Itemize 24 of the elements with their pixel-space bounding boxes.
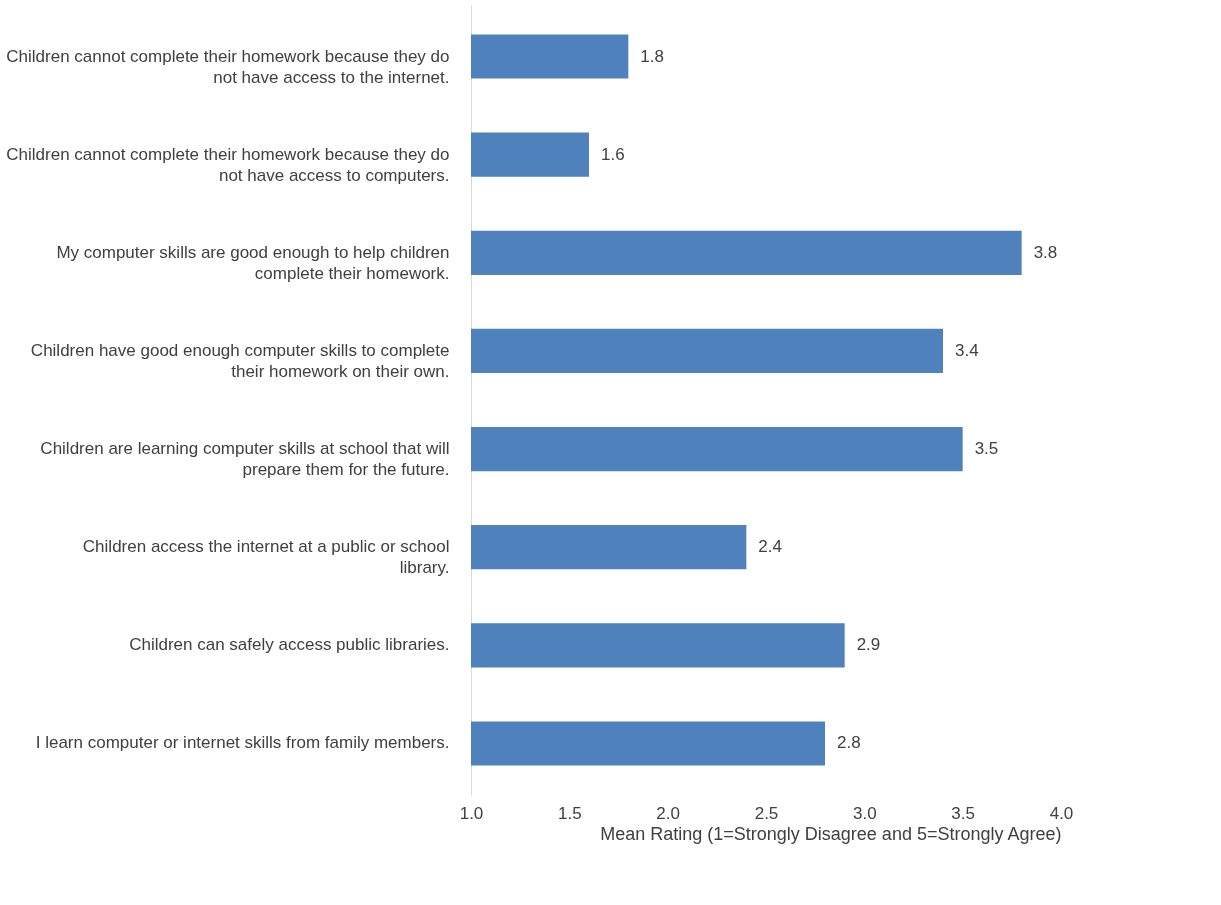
- x-tick-label: 2.5: [754, 803, 779, 823]
- data-label: 3.5: [974, 439, 999, 459]
- y-tick-label: Children have good enough computer skills to complete their homework on their own.: [30, 340, 450, 381]
- x-tick-label: 1.5: [558, 803, 582, 823]
- x-tick-label: 4.0: [1049, 803, 1074, 823]
- y-tick-label: Children access the internet at a public or school library.: [82, 537, 450, 578]
- x-tick-label: 1.0: [459, 803, 484, 823]
- x-axis-title: Mean Rating (1=Strongly Disagree and 5=Strongly Agree): [600, 823, 1062, 844]
- data-label: 3.8: [1033, 242, 1058, 262]
- data-label: 2.8: [837, 733, 861, 753]
- y-tick-label: Children cannot complete their homework because they do not have access to the internet.: [6, 46, 450, 87]
- y-tick-label: Children can safely access public libraries.: [129, 635, 450, 655]
- x-tick-label: 2.0: [656, 803, 680, 823]
- data-label: 3.4: [955, 340, 979, 360]
- x-tick-label: 3.5: [951, 803, 975, 823]
- data-label: 1.6: [601, 144, 625, 164]
- data-label: 1.8: [640, 46, 664, 66]
- y-tick-label: Children are learning computer skills at school that will prepare them for the future.: [40, 439, 450, 480]
- data-label: 2.4: [758, 537, 782, 557]
- y-tick-label: My computer skills are good enough to help children complete their homework.: [56, 242, 450, 283]
- y-tick-label: I learn computer or internet skills from family members.: [35, 733, 450, 753]
- x-tick-label: 3.0: [853, 803, 877, 823]
- y-tick-label: Children cannot complete their homework because they do not have access to computers.: [6, 144, 450, 185]
- data-label: 2.9: [856, 635, 881, 655]
